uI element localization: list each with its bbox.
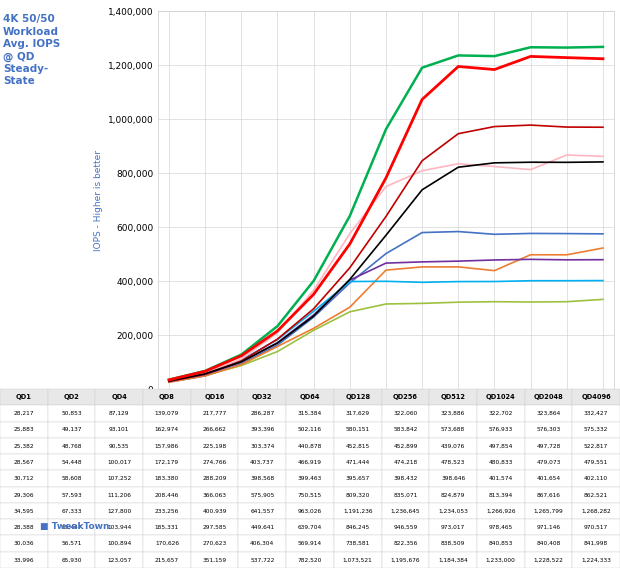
Text: 4K 50/50
Workload
Avg. IOPS
@ QD
Steady-
State: 4K 50/50 Workload Avg. IOPS @ QD Steady-… — [3, 14, 60, 86]
Text: ■ TweakTown: ■ TweakTown — [40, 523, 109, 531]
Y-axis label: IOPS - Higher is better: IOPS - Higher is better — [94, 150, 104, 250]
